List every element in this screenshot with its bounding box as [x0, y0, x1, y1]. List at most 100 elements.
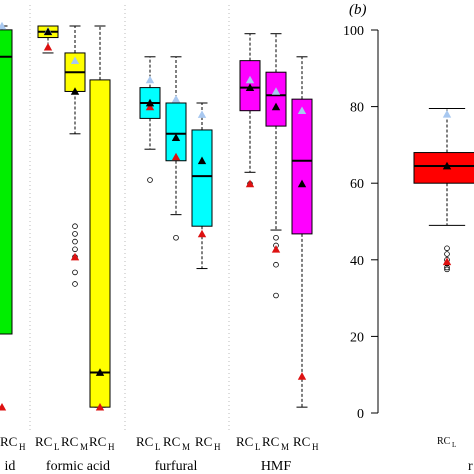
- y-tick-label-0: 0: [357, 407, 364, 422]
- blue-marker: [171, 94, 181, 103]
- panel-b-title: (b): [349, 2, 367, 18]
- blue-marker: [197, 110, 207, 118]
- y-tick-label-60: 60: [350, 177, 364, 192]
- outlier-point: [72, 238, 78, 245]
- y-tick-label-40: 40: [350, 254, 364, 269]
- tick-label-rch: RC H: [293, 434, 319, 452]
- tick-label-main: RC: [195, 434, 212, 449]
- group-label-hmf: HMF: [261, 459, 292, 474]
- blue-marker: [442, 110, 452, 118]
- box-body: [191, 129, 213, 227]
- tick-label-main: RC: [163, 434, 180, 449]
- outlier-point: [72, 281, 78, 287]
- box-rch: [89, 25, 111, 411]
- mean-marker: [245, 83, 255, 91]
- red-marker: [442, 257, 452, 266]
- panel-b-plot: [413, 108, 474, 273]
- tick-label-subscript: M: [182, 442, 190, 452]
- tick-label-rcm: RC M: [262, 434, 289, 452]
- tick-label-subscript: M: [80, 442, 88, 452]
- red-marker: [245, 179, 255, 188]
- box-rch: [0, 21, 13, 411]
- outlier-point: [72, 269, 78, 276]
- outlier-point: [444, 251, 450, 257]
- group-formic-acid: [37, 25, 111, 411]
- mean-marker: [197, 156, 207, 165]
- blue-marker: [245, 75, 255, 84]
- tick-label-rcl: RC L: [437, 436, 456, 449]
- group-id: [0, 21, 13, 411]
- mean-marker: [442, 161, 452, 170]
- panel-b-y-ticks: [371, 29, 378, 414]
- red-marker: [95, 402, 105, 411]
- blue-marker: [145, 75, 155, 84]
- tick-label-subscript: H: [108, 442, 115, 452]
- tick-label-rcl: RC L: [236, 434, 261, 452]
- group-label-id: id: [5, 459, 16, 474]
- outlier-point: [72, 231, 78, 237]
- tick-label-rcm: RC M: [61, 434, 88, 452]
- tick-label-rcl: RC L: [35, 434, 60, 452]
- tick-label-subscript: M: [281, 442, 289, 452]
- blue-marker: [297, 106, 307, 115]
- tick-label-subscript: H: [214, 442, 221, 452]
- tick-label-rcm: RC M: [163, 434, 190, 452]
- red-marker: [271, 245, 281, 253]
- mean-marker: [145, 98, 155, 107]
- tick-label-rch: RC H: [89, 434, 115, 452]
- box-body: [165, 102, 187, 162]
- tick-label-rch: RC H: [195, 434, 221, 452]
- red-marker: [145, 102, 155, 111]
- tick-label-main: RC: [61, 434, 78, 449]
- panel-b-partial-label: r: [468, 459, 473, 474]
- mean-marker: [95, 368, 105, 376]
- tick-label-subscript: H: [19, 442, 26, 452]
- tick-label-main: RC: [293, 434, 310, 449]
- red-marker: [43, 42, 53, 51]
- mean-marker: [70, 87, 80, 95]
- red-marker: [70, 252, 80, 261]
- group-hmf: [239, 33, 313, 408]
- box-rch: [291, 56, 313, 408]
- outlier-point: [273, 261, 279, 268]
- tick-label-main: RC: [262, 434, 279, 449]
- tick-label-main: RC: [89, 434, 106, 449]
- tick-label-rch: RC H: [0, 434, 26, 452]
- y-tick-label-20: 20: [350, 330, 364, 345]
- tick-label-subscript: L: [255, 442, 261, 452]
- tick-label-main: RC: [0, 434, 17, 449]
- red-marker: [171, 152, 181, 161]
- tick-label-subscript: L: [452, 441, 456, 449]
- box-rcm: [265, 33, 287, 299]
- blue-marker: [70, 56, 80, 65]
- mean-marker: [271, 102, 281, 111]
- box-rcl: [239, 33, 261, 188]
- box-body: [89, 79, 111, 408]
- box-body: [0, 29, 13, 335]
- group-label-furfural: furfural: [155, 459, 198, 474]
- outlier-point: [173, 234, 179, 241]
- tick-label-main: RC: [35, 434, 52, 449]
- red-marker: [197, 229, 207, 238]
- x-tick-labels: RC H RC L RC M RC H RC L RC M RC H RC L RC M RC H …: [0, 434, 456, 452]
- tick-label-subscript: L: [54, 442, 60, 452]
- blue-marker: [0, 21, 7, 30]
- y-tick-label-80: 80: [350, 101, 364, 116]
- mean-marker: [43, 27, 53, 36]
- group-furfural: [139, 56, 213, 270]
- red-marker: [297, 372, 307, 380]
- outlier-point: [444, 266, 450, 273]
- box-body: [265, 71, 287, 127]
- y-tick-label-100: 100: [343, 24, 364, 39]
- red-marker: [0, 402, 7, 411]
- tick-label-subscript: L: [155, 442, 161, 452]
- box-rcm: [165, 56, 187, 241]
- box-rch: [191, 102, 213, 270]
- box-rcm: [64, 25, 86, 287]
- tick-label-rcl: RC L: [136, 434, 161, 452]
- outlier-point: [72, 246, 78, 253]
- tick-label-subscript: H: [312, 442, 319, 452]
- blue-marker: [271, 87, 281, 95]
- tick-label-main: RC: [236, 434, 253, 449]
